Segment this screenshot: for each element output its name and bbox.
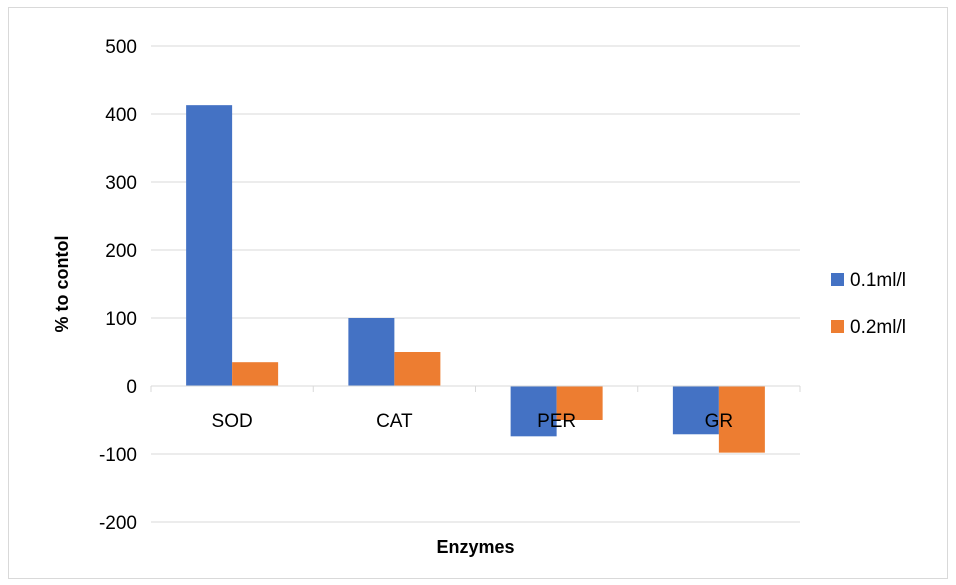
y-tick-label: 400 [105, 105, 137, 126]
bar [556, 386, 603, 420]
bar [718, 386, 765, 453]
x-tick-labels: SOD CAT PER GR [212, 411, 734, 432]
bar [394, 352, 441, 386]
bar [672, 386, 719, 435]
legend: 0.1ml/l 0.2ml/l [831, 270, 906, 338]
bars [186, 105, 765, 453]
y-tick-label: 100 [105, 309, 137, 330]
chart-frame [8, 7, 948, 579]
x-tick-label: SOD [212, 411, 253, 432]
y-tick-label: 300 [105, 173, 137, 194]
bar [232, 362, 279, 386]
y-tick-label: -100 [99, 445, 137, 466]
bar [186, 105, 233, 386]
x-tick-label: GR [705, 411, 734, 432]
bar [348, 318, 395, 386]
bar [510, 386, 557, 437]
legend-label: 0.2ml/l [850, 317, 906, 338]
x-axis-title: Enzymes [436, 537, 514, 557]
y-axis-title: % to contol [52, 236, 72, 333]
y-tick-label: -200 [99, 513, 137, 534]
x-tick-label: CAT [376, 411, 413, 432]
legend-swatch [831, 273, 844, 286]
x-tick-label: PER [537, 411, 576, 432]
legend-label: 0.1ml/l [850, 270, 906, 291]
y-tick-label: 0 [126, 377, 137, 398]
y-tick-label: 500 [105, 37, 137, 58]
category-axis [150, 385, 801, 392]
gridlines [151, 45, 800, 523]
legend-swatch [831, 320, 844, 333]
y-tick-label: 200 [105, 241, 137, 262]
y-tick-labels: -200 -100 0 100 200 300 400 500 [99, 37, 137, 534]
